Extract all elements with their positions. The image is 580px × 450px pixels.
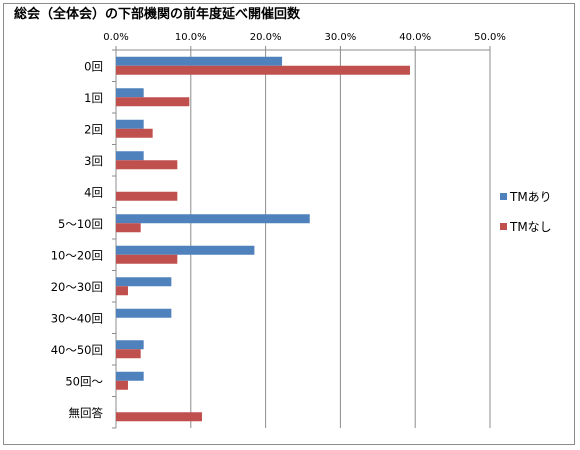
category-label: 無回答 <box>69 406 104 420</box>
bar <box>116 191 178 201</box>
x-tick-label: 30.0% <box>325 32 357 43</box>
category-label: 20～30回 <box>51 280 103 294</box>
bar <box>116 119 144 129</box>
legend-label: TMなし <box>509 220 552 234</box>
bar <box>116 340 144 350</box>
bar <box>116 56 283 66</box>
bar <box>116 412 203 422</box>
chart-title: 総会（全体会）の下部機関の前年度延べ開催回数 <box>14 7 301 22</box>
x-tick-label: 0.0% <box>103 32 128 43</box>
legend-swatch <box>500 223 507 230</box>
category-label: 4回 <box>84 185 103 199</box>
category-label: 5～10回 <box>58 217 103 231</box>
category-label: 10～20回 <box>51 248 103 262</box>
bar <box>116 214 310 224</box>
bar <box>116 286 128 296</box>
category-label: 50回～ <box>65 374 103 388</box>
bar <box>116 380 128 390</box>
legend-swatch <box>500 193 507 200</box>
chart-frame <box>3 3 575 445</box>
bar <box>116 97 190 107</box>
bar <box>116 88 144 98</box>
legend-label: TMあり <box>509 190 552 204</box>
category-label: 40～50回 <box>51 343 103 357</box>
category-label: 0回 <box>84 59 103 73</box>
category-label: 3回 <box>84 154 103 168</box>
category-label: 1回 <box>84 91 103 105</box>
bar <box>116 308 172 318</box>
x-tick-label: 40.0% <box>399 32 431 43</box>
category-label: 2回 <box>84 122 103 136</box>
bar <box>116 160 178 170</box>
bar <box>116 245 255 255</box>
bar <box>116 371 144 381</box>
bar <box>116 128 153 138</box>
category-label: 30～40回 <box>51 311 103 325</box>
x-tick-label: 20.0% <box>250 32 282 43</box>
bar <box>116 349 141 359</box>
bar <box>116 254 178 264</box>
bar <box>116 151 144 161</box>
bar <box>116 223 141 233</box>
x-tick-label: 50.0% <box>474 32 506 43</box>
bar <box>116 65 410 75</box>
x-tick-label: 10.0% <box>175 32 207 43</box>
bar <box>116 277 172 287</box>
